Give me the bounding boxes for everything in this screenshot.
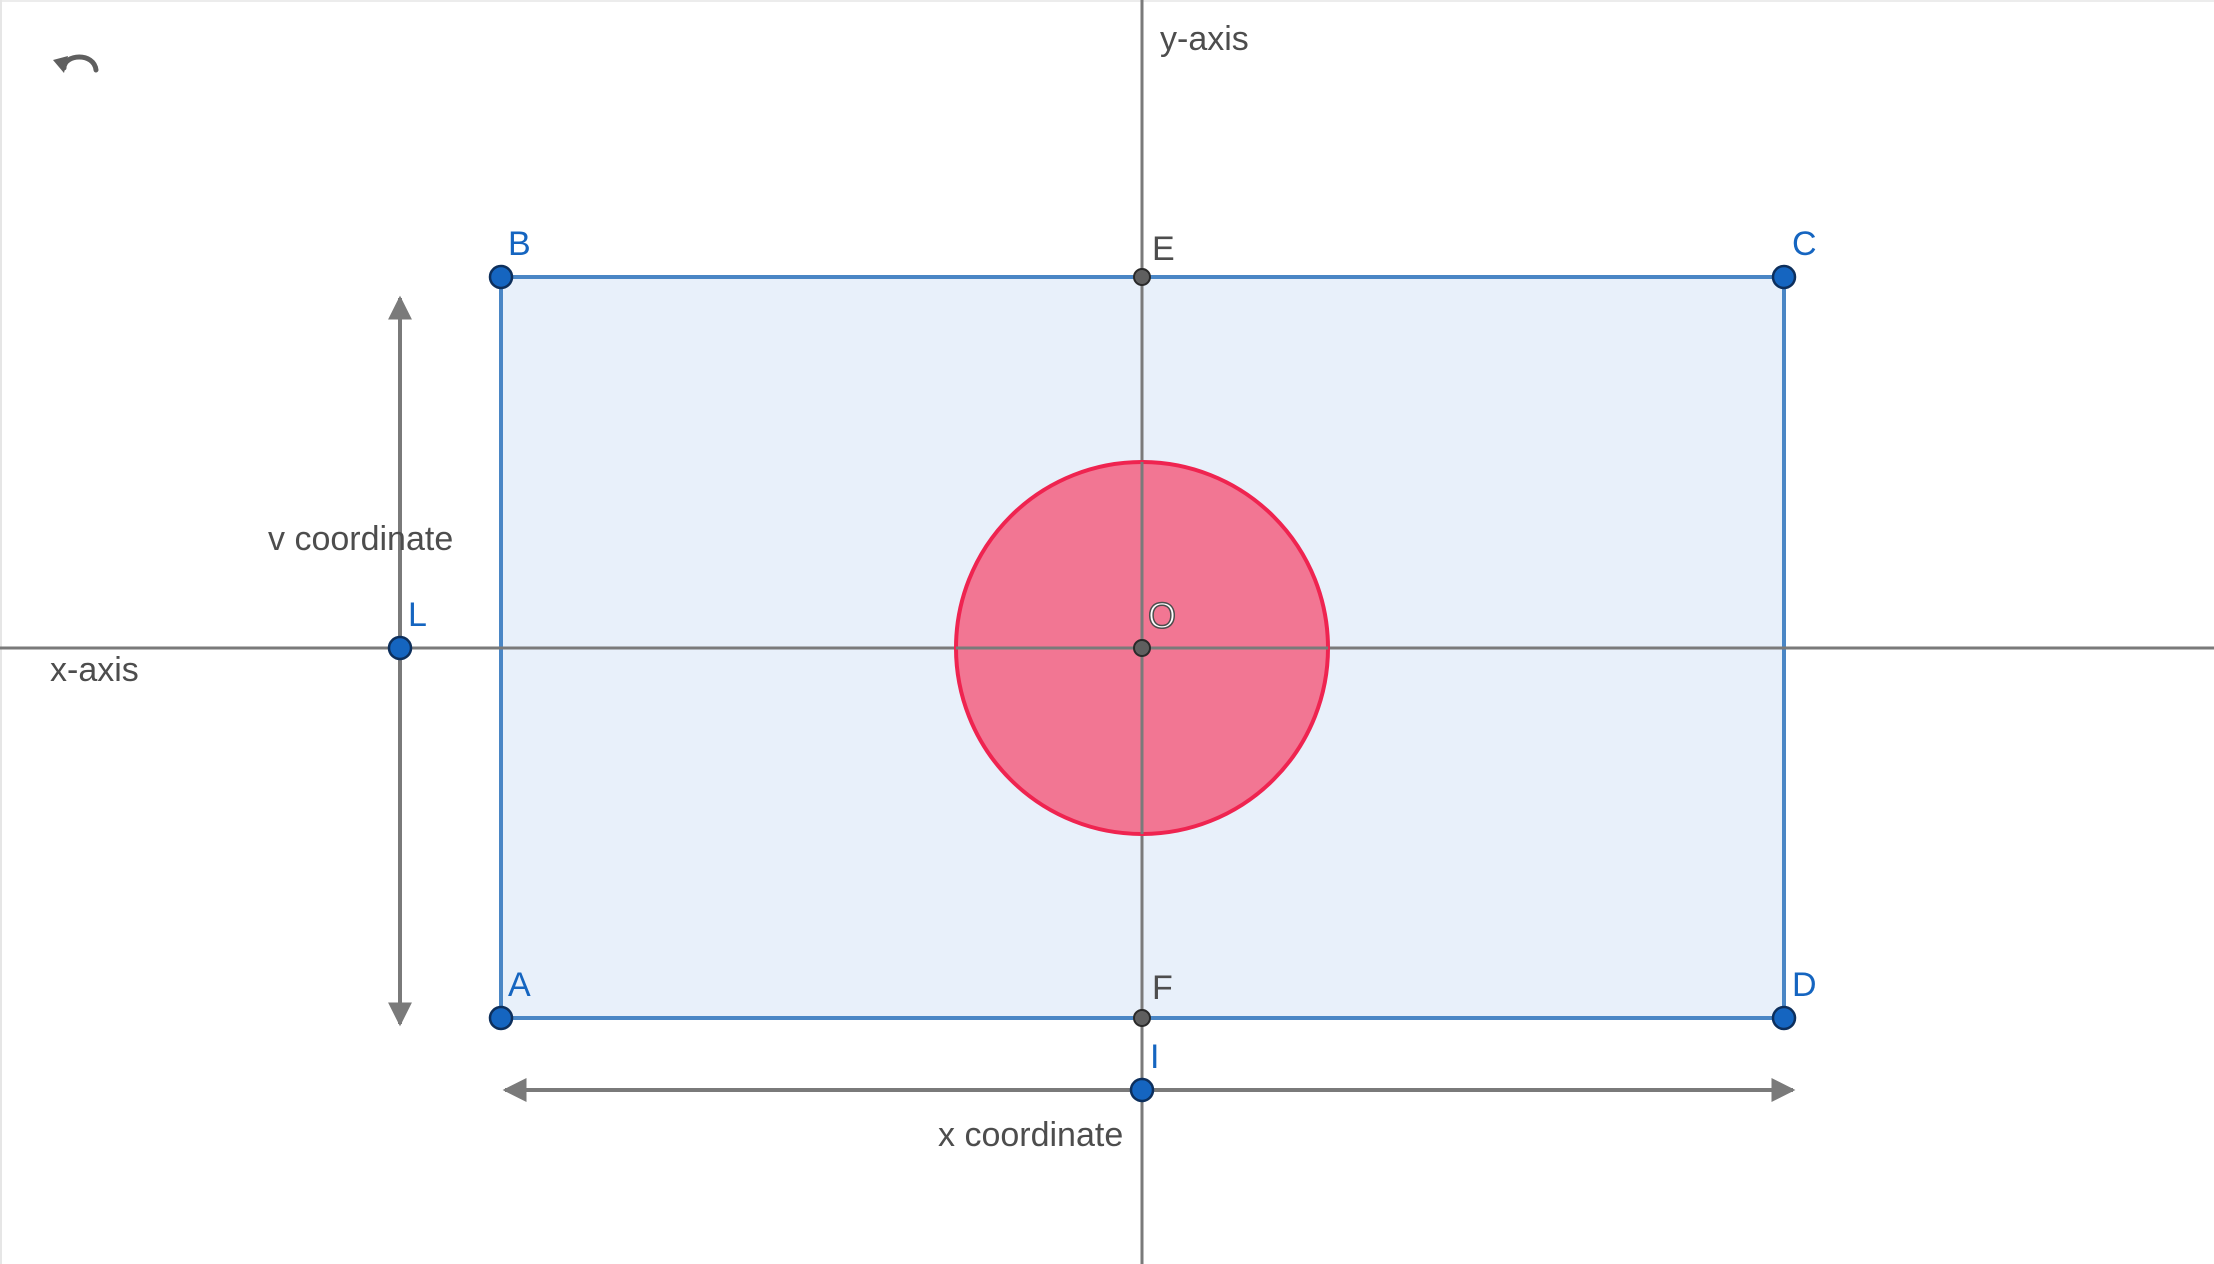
horizontal-measure-label: x coordinate [938,1116,1123,1154]
point-label-b: B [508,225,531,263]
point-label-e: E [1152,230,1175,268]
point-label-a: A [508,966,531,1004]
x-axis-label: x-axis [50,651,139,689]
point-label-l: L [408,596,427,634]
point-d[interactable] [1771,1005,1797,1031]
left-border [0,0,2,1264]
point-label-d: D [1792,966,1817,1004]
point-label-c: C [1792,225,1817,263]
point-l[interactable] [387,635,413,661]
point-label-i: I [1150,1038,1159,1076]
point-o[interactable] [1133,639,1151,657]
point-f[interactable] [1133,1009,1151,1027]
point-i[interactable] [1129,1077,1155,1103]
vertical-measure-label: v coordinate [268,520,453,558]
top-border [0,0,2214,2]
point-c[interactable] [1771,264,1797,290]
undo-icon [53,54,99,73]
point-label-f: F [1152,969,1173,1007]
y-axis-label: y-axis [1160,20,1249,58]
point-a[interactable] [488,1005,514,1031]
point-b[interactable] [488,264,514,290]
point-label-o: O [1148,595,1176,636]
undo-button[interactable] [40,32,112,96]
point-e[interactable] [1133,268,1151,286]
